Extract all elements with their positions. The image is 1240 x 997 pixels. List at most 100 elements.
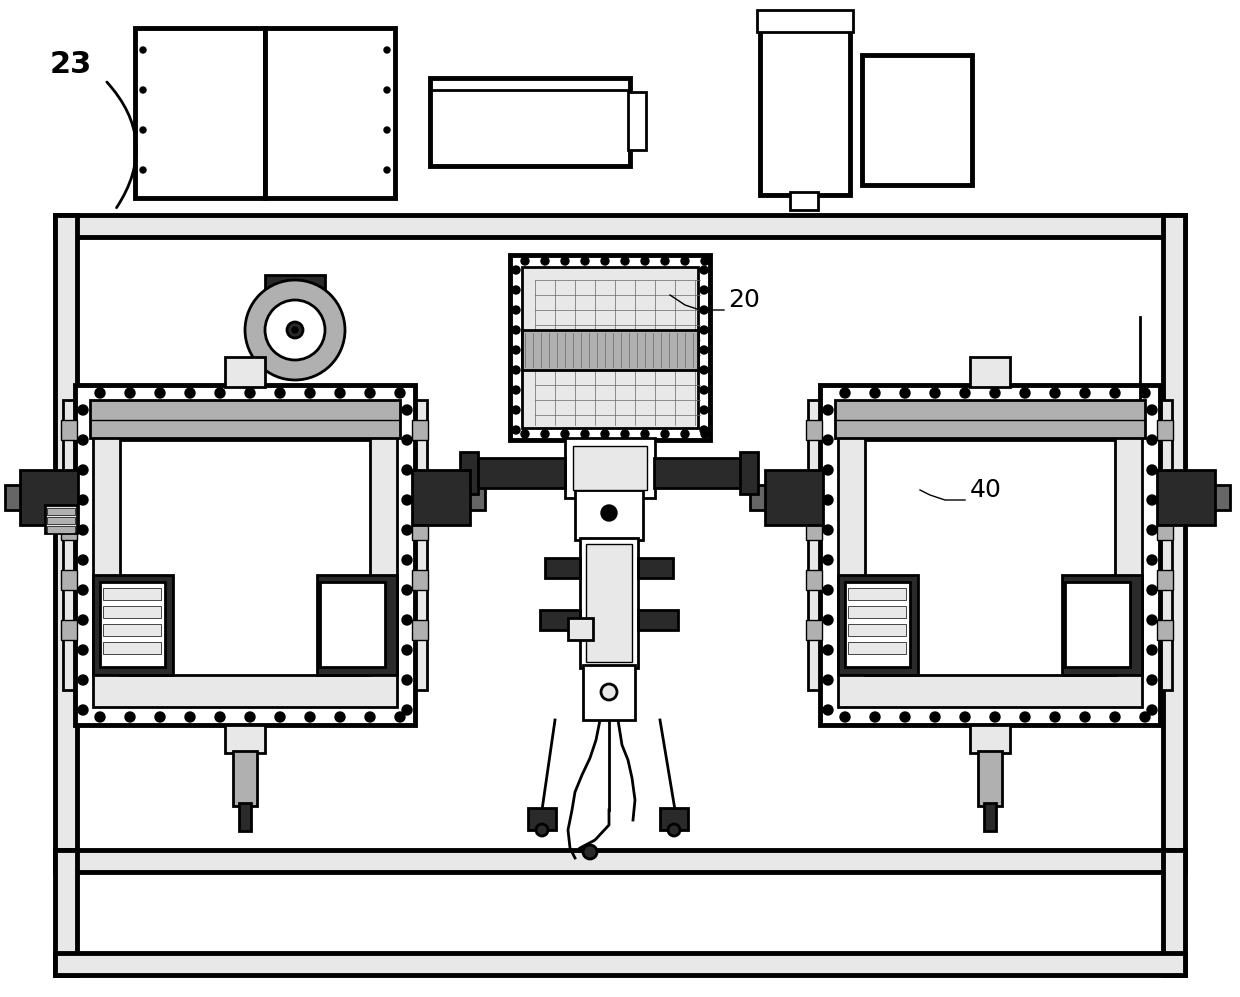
Circle shape: [1110, 712, 1120, 722]
Circle shape: [125, 712, 135, 722]
Bar: [639, 610, 678, 630]
Bar: [862, 55, 972, 185]
Circle shape: [185, 388, 195, 398]
Circle shape: [1147, 525, 1157, 535]
Circle shape: [990, 388, 999, 398]
Circle shape: [125, 388, 135, 398]
Circle shape: [140, 167, 146, 173]
Circle shape: [641, 257, 649, 265]
Circle shape: [512, 386, 520, 394]
Circle shape: [215, 712, 224, 722]
Circle shape: [78, 435, 88, 445]
Circle shape: [402, 465, 412, 475]
Circle shape: [384, 127, 391, 133]
Circle shape: [541, 257, 549, 265]
Circle shape: [1050, 712, 1060, 722]
Bar: [91, 400, 401, 438]
Bar: [1157, 400, 1172, 690]
Circle shape: [1021, 712, 1030, 722]
Text: 40: 40: [970, 478, 1002, 502]
Bar: [239, 803, 250, 831]
Bar: [522, 330, 698, 370]
Bar: [866, 440, 1115, 675]
Bar: [224, 725, 265, 753]
Bar: [317, 575, 397, 675]
Circle shape: [701, 406, 708, 414]
Circle shape: [291, 327, 298, 333]
Bar: [639, 558, 673, 578]
Circle shape: [185, 712, 195, 722]
Circle shape: [960, 388, 970, 398]
Circle shape: [541, 430, 549, 438]
Circle shape: [701, 286, 708, 294]
Circle shape: [140, 47, 146, 53]
Circle shape: [621, 430, 629, 438]
Circle shape: [265, 300, 325, 360]
Circle shape: [78, 405, 88, 415]
Circle shape: [582, 257, 589, 265]
Bar: [61, 570, 77, 590]
Circle shape: [402, 435, 412, 445]
Bar: [546, 558, 580, 578]
Circle shape: [701, 386, 708, 394]
Circle shape: [1110, 388, 1120, 398]
Circle shape: [582, 430, 589, 438]
Bar: [1157, 420, 1173, 440]
Circle shape: [1147, 405, 1157, 415]
Circle shape: [512, 406, 520, 414]
Bar: [103, 606, 161, 618]
Bar: [583, 665, 635, 720]
Bar: [55, 850, 77, 975]
Bar: [765, 470, 823, 525]
Circle shape: [900, 388, 910, 398]
Bar: [806, 570, 822, 590]
Bar: [430, 78, 630, 166]
Bar: [1157, 520, 1173, 540]
Circle shape: [335, 388, 345, 398]
Circle shape: [583, 845, 596, 859]
Bar: [848, 642, 906, 654]
Bar: [135, 28, 265, 198]
FancyArrowPatch shape: [107, 82, 136, 207]
Circle shape: [701, 430, 709, 438]
Circle shape: [246, 712, 255, 722]
Bar: [806, 420, 822, 440]
Bar: [61, 470, 77, 490]
Circle shape: [1147, 705, 1157, 715]
Circle shape: [78, 675, 88, 685]
Circle shape: [823, 555, 833, 565]
Circle shape: [95, 388, 105, 398]
Circle shape: [1140, 712, 1149, 722]
Bar: [756, 10, 853, 32]
Bar: [848, 588, 906, 600]
Bar: [653, 458, 749, 488]
Circle shape: [140, 127, 146, 133]
Circle shape: [990, 712, 999, 722]
Circle shape: [402, 585, 412, 595]
Circle shape: [930, 712, 940, 722]
Bar: [412, 520, 428, 540]
Bar: [20, 470, 78, 525]
Circle shape: [384, 47, 391, 53]
Circle shape: [823, 465, 833, 475]
Bar: [835, 400, 1145, 438]
Bar: [412, 570, 428, 590]
Circle shape: [305, 388, 315, 398]
Circle shape: [275, 712, 285, 722]
Bar: [74, 385, 415, 725]
Circle shape: [681, 257, 689, 265]
Circle shape: [621, 257, 629, 265]
Circle shape: [402, 615, 412, 625]
Circle shape: [641, 430, 649, 438]
Bar: [1163, 850, 1185, 975]
Bar: [528, 808, 556, 830]
Circle shape: [512, 346, 520, 354]
Circle shape: [402, 405, 412, 415]
Bar: [470, 458, 565, 488]
Circle shape: [78, 585, 88, 595]
Bar: [55, 953, 1185, 975]
Bar: [627, 92, 646, 150]
Bar: [1065, 582, 1130, 667]
Bar: [460, 452, 477, 494]
Circle shape: [823, 405, 833, 415]
